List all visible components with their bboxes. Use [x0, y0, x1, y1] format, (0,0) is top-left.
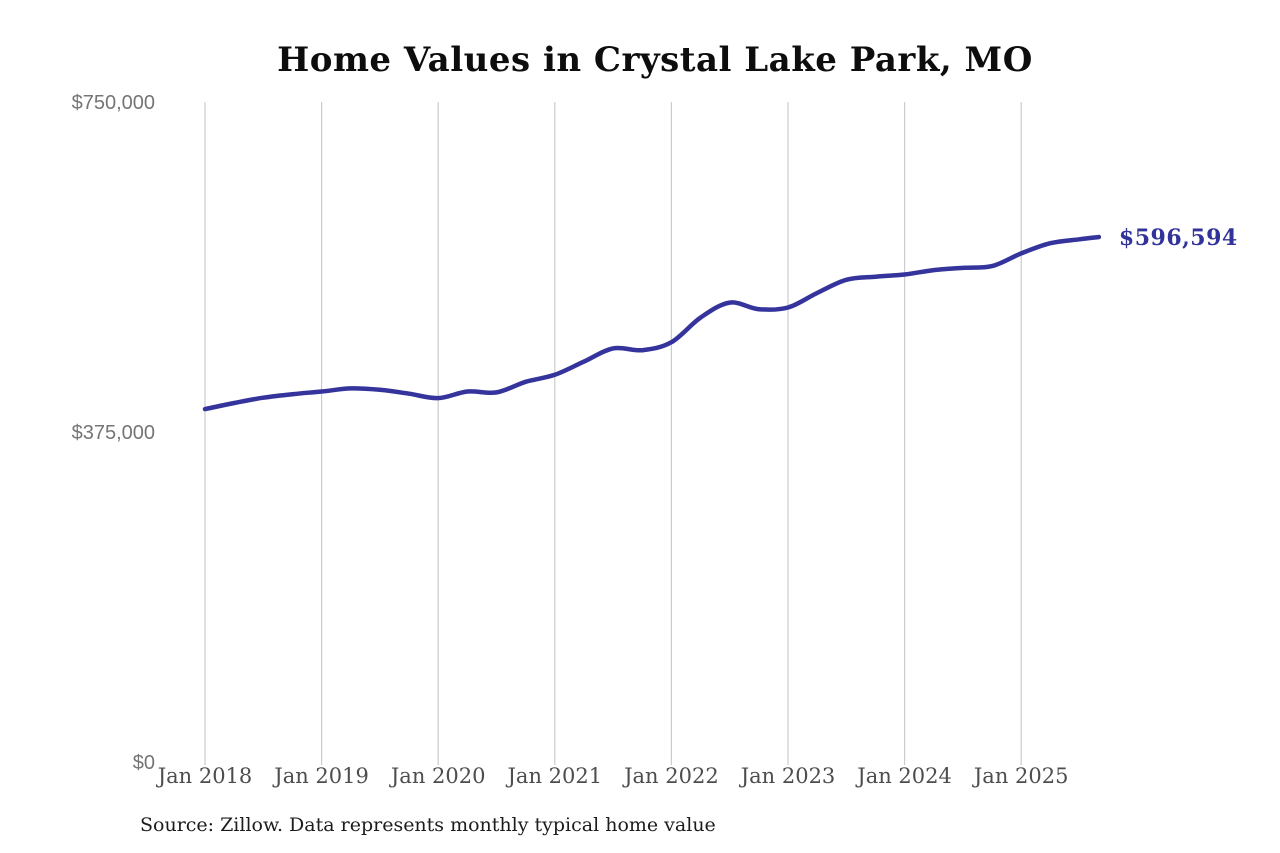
x-tick-label: Jan 2021 — [506, 764, 603, 788]
y-tick-label: $750,000 — [72, 92, 155, 114]
y-tick-label: $0 — [133, 752, 155, 774]
x-tick-label: Jan 2025 — [972, 764, 1069, 788]
chart-title: Home Values in Crystal Lake Park, MO — [277, 40, 1033, 80]
home-value-line — [202, 234, 1102, 412]
x-tick-label: Jan 2019 — [272, 764, 369, 788]
source-note: Source: Zillow. Data represents monthly … — [140, 814, 716, 836]
x-tick-label: Jan 2024 — [855, 764, 952, 788]
x-tick-label: Jan 2023 — [739, 764, 836, 788]
latest-value-label: $596,594 — [1119, 225, 1238, 251]
y-tick-label: $375,000 — [72, 422, 155, 444]
x-tick-label: Jan 2020 — [389, 764, 486, 788]
x-tick-label: Jan 2018 — [156, 764, 253, 788]
x-tick-label: Jan 2022 — [622, 764, 719, 788]
